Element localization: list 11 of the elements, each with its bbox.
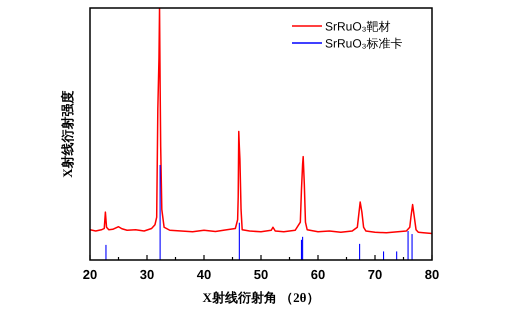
x-tick-label: 30: [140, 267, 154, 282]
y-axis-title: X射线衍射强度: [60, 90, 75, 178]
x-tick-label: 40: [196, 267, 212, 282]
x-tick-label: 20: [82, 267, 98, 282]
legend-label: SrRuO₃靶材: [325, 20, 391, 34]
x-tick-label: 80: [424, 267, 440, 282]
x-axis-title: X射线衍射角 （2θ）: [202, 290, 320, 305]
x-tick-label: 70: [368, 267, 382, 282]
x-tick-label: 50: [254, 267, 268, 282]
legend-label: SrRuO₃标准卡: [325, 36, 403, 50]
x-tick-label: 60: [310, 267, 326, 282]
